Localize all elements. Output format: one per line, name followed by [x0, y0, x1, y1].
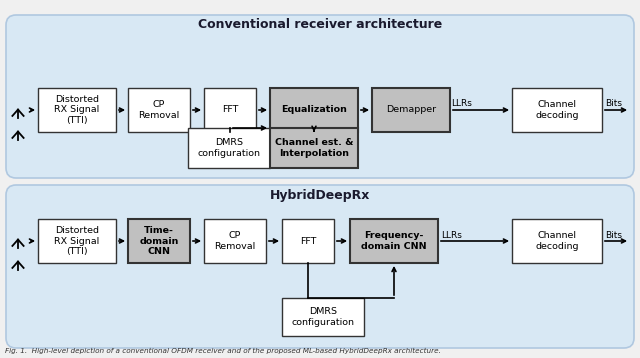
Bar [270, 88, 358, 132]
Text: LLRs: LLRs [452, 100, 472, 108]
Bar [128, 219, 190, 263]
Text: Channel
decoding: Channel decoding [535, 100, 579, 120]
Text: Bits: Bits [605, 100, 623, 108]
Bar [282, 219, 334, 263]
Text: Channel
decoding: Channel decoding [535, 231, 579, 251]
Text: CP
Removal: CP Removal [214, 231, 255, 251]
Bar [350, 219, 438, 263]
Text: LLRs: LLRs [442, 231, 463, 240]
Text: Bits: Bits [605, 231, 623, 240]
Bar [512, 219, 602, 263]
Bar [204, 88, 256, 132]
Text: FFT: FFT [300, 237, 316, 246]
Text: Equalization: Equalization [281, 106, 347, 115]
Bar [38, 219, 116, 263]
Text: Distorted
RX Signal
(TTI): Distorted RX Signal (TTI) [54, 95, 100, 125]
Text: Demapper: Demapper [386, 106, 436, 115]
FancyBboxPatch shape [6, 15, 634, 178]
Text: Frequency-
domain CNN: Frequency- domain CNN [361, 231, 427, 251]
Bar [204, 219, 266, 263]
Bar [128, 88, 190, 132]
Bar [512, 88, 602, 132]
Bar [188, 128, 270, 168]
Bar [38, 88, 116, 132]
Text: Fig. 1.  High-level depiction of a conventional OFDM receiver and of the propose: Fig. 1. High-level depiction of a conven… [5, 348, 441, 354]
Bar [372, 88, 450, 132]
Text: Channel est. &
Interpolation: Channel est. & Interpolation [275, 138, 353, 158]
Text: HybridDeepRx: HybridDeepRx [270, 189, 370, 202]
Text: CP
Removal: CP Removal [138, 100, 180, 120]
Text: Time-
domain
CNN: Time- domain CNN [140, 226, 179, 256]
Bar [270, 128, 358, 168]
Text: DMRS
configuration: DMRS configuration [198, 138, 260, 158]
Text: DMRS
configuration: DMRS configuration [291, 307, 355, 327]
Text: FFT: FFT [222, 106, 238, 115]
FancyBboxPatch shape [6, 185, 634, 348]
Bar [282, 298, 364, 336]
Text: Conventional receiver architecture: Conventional receiver architecture [198, 19, 442, 32]
Text: Distorted
RX Signal
(TTI): Distorted RX Signal (TTI) [54, 226, 100, 256]
